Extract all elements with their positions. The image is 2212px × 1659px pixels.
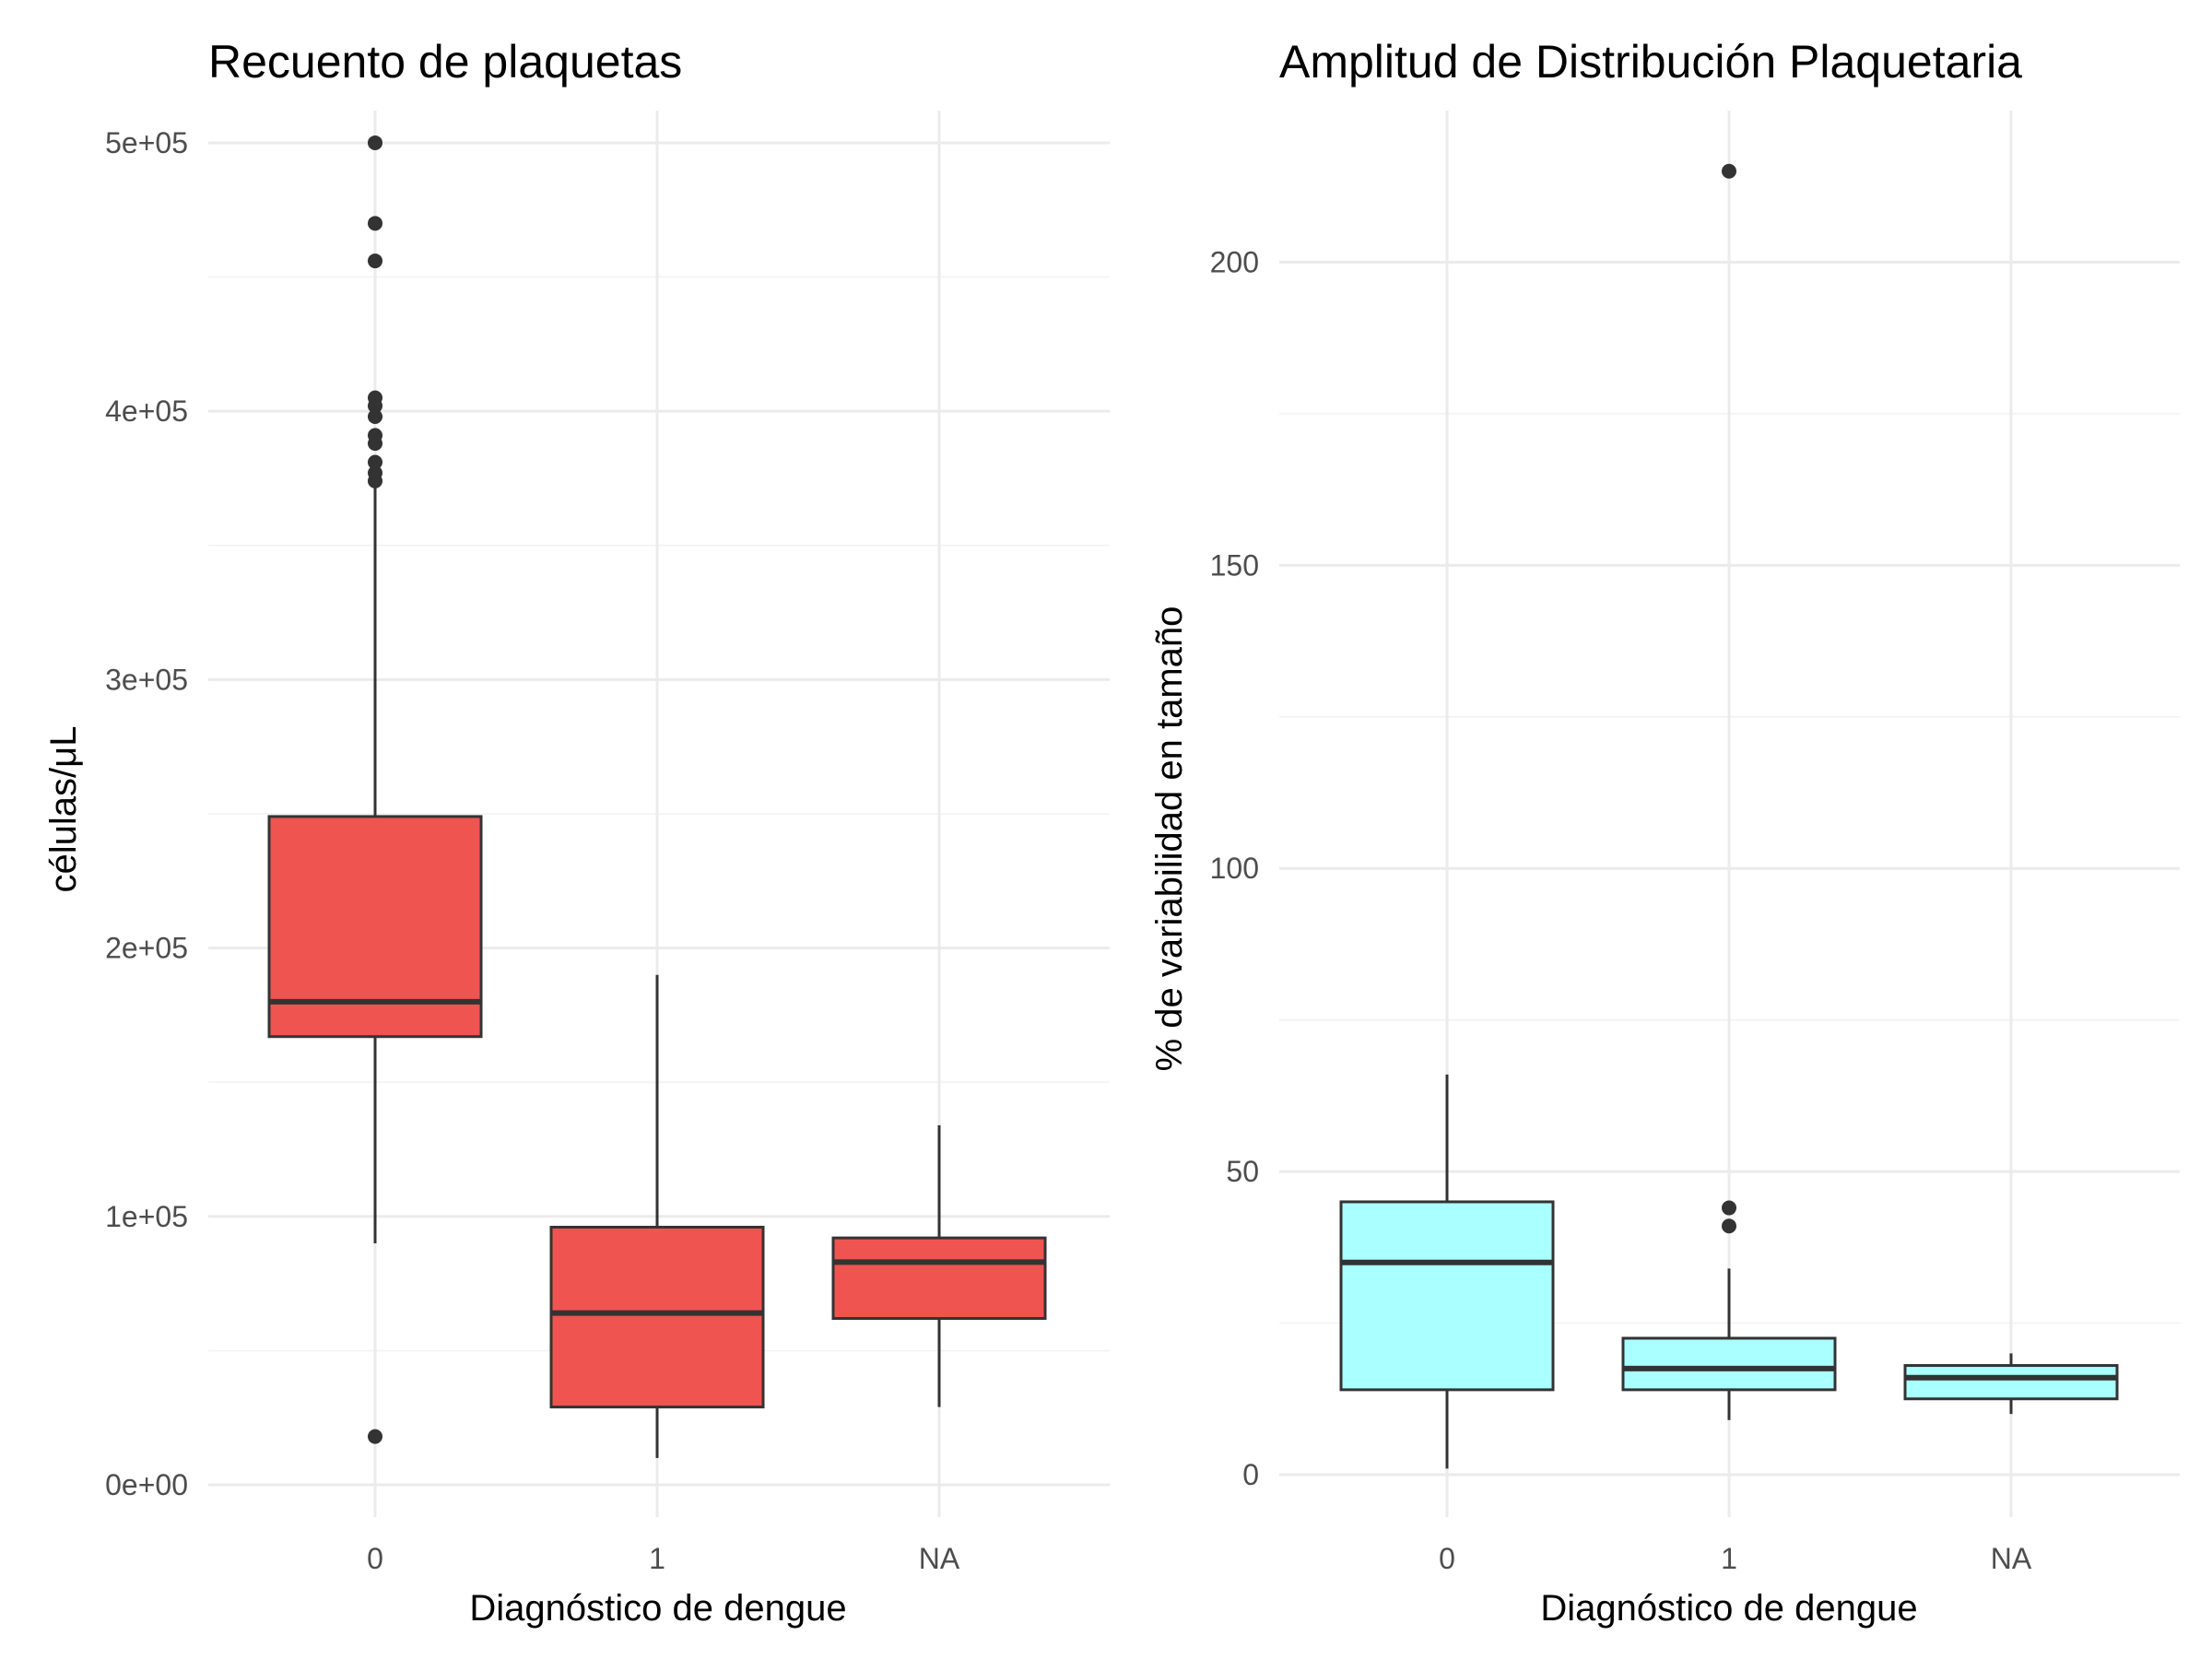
y-tick-label: 0 bbox=[1242, 1458, 1259, 1491]
outlier-point bbox=[1722, 1200, 1736, 1216]
box-1 bbox=[549, 974, 765, 1458]
outlier-point bbox=[1722, 163, 1736, 179]
outlier-point bbox=[368, 216, 382, 231]
outlier-point bbox=[368, 135, 382, 150]
outlier-point bbox=[1722, 1218, 1736, 1234]
x-tick-label: 0 bbox=[1439, 1542, 1455, 1575]
outlier-point bbox=[368, 436, 382, 452]
y-tick-label: 4e+05 bbox=[105, 394, 188, 428]
box-NA bbox=[1903, 1353, 2119, 1415]
box-1 bbox=[1621, 163, 1837, 1420]
outlier-point bbox=[368, 454, 382, 470]
outlier-point bbox=[368, 398, 382, 414]
outlier-point bbox=[368, 408, 382, 424]
box-NA bbox=[831, 1124, 1047, 1407]
panel-platelet-count: 0e+00 1e+05 2e+05 3e+05 4e+05 5e+05 0 1 NA Recu… bbox=[43, 36, 1110, 1629]
y-tick-label: 3e+05 bbox=[105, 663, 188, 696]
box-body bbox=[831, 1236, 1047, 1320]
y-axis-title: células/μL bbox=[43, 726, 84, 893]
x-axis-title: Diagnóstico de dengue bbox=[1540, 1588, 1917, 1629]
x-tick-label: 1 bbox=[1721, 1542, 1737, 1575]
chart-title: Recuento de plaquetas bbox=[208, 36, 682, 88]
y-tick-label: 100 bbox=[1210, 852, 1259, 885]
y-tick-label: 200 bbox=[1210, 245, 1259, 278]
box-0 bbox=[267, 135, 483, 1444]
x-tick-label: 0 bbox=[367, 1542, 383, 1575]
x-tick-label: 1 bbox=[649, 1542, 665, 1575]
chart-title: Amplitud de Distribución Plaquetaria bbox=[1279, 36, 2022, 88]
y-tick-label: 2e+05 bbox=[105, 932, 188, 965]
box-body bbox=[1621, 1336, 1837, 1392]
box-body bbox=[1339, 1200, 1555, 1392]
y-tick-label: 150 bbox=[1210, 548, 1259, 582]
y-axis-title: % de variabilidad en tamaño bbox=[1149, 606, 1190, 1072]
box-0 bbox=[1339, 1074, 1555, 1469]
x-tick-label: NA bbox=[919, 1542, 960, 1575]
y-tick-label: 0e+00 bbox=[105, 1468, 188, 1501]
outlier-point bbox=[368, 253, 382, 269]
y-tick-label: 50 bbox=[1226, 1155, 1259, 1188]
y-tick-label: 1e+05 bbox=[105, 1200, 188, 1233]
outlier-point bbox=[368, 473, 382, 488]
x-tick-label: NA bbox=[1991, 1542, 2032, 1575]
panel-platelet-distribution-width: 0 50 100 150 200 0 1 NA Amplitud de Distribuci… bbox=[1149, 36, 2180, 1629]
y-tick-label: 5e+05 bbox=[105, 126, 188, 159]
x-axis-title: Diagnóstico de dengue bbox=[469, 1588, 846, 1629]
box-body bbox=[1903, 1364, 2119, 1401]
box-body bbox=[549, 1225, 765, 1409]
outlier-point bbox=[368, 1429, 382, 1444]
